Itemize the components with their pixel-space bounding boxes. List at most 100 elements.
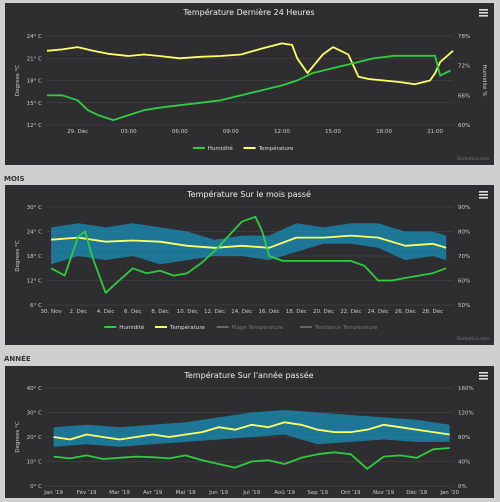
x-tick-label: 29. Déc — [67, 128, 88, 135]
hamburger-menu-icon[interactable] — [479, 191, 488, 199]
x-tick-label: Aoû '19 — [274, 489, 295, 496]
temperature-line — [46, 42, 454, 86]
x-tick-label: 12:00 — [274, 129, 290, 135]
x-tick-label: 12. Déc — [204, 308, 225, 315]
x-tick-label: 21:00 — [427, 129, 443, 135]
x-tick-label: 09:00 — [223, 129, 239, 135]
chart-panel-year: Température Sur l'année passée 0° C 10° C 2… — [5, 366, 494, 498]
y-tick-label-left: 6° C — [30, 303, 42, 309]
svg-text:Tendance Température: Tendance Température — [314, 324, 378, 331]
x-tick-label: 20. Déc — [313, 308, 334, 315]
chart-title: Température Dernière 24 Heures — [182, 7, 314, 17]
legend-item[interactable]: Température — [243, 145, 294, 152]
x-tick-label: 26. Déc — [395, 308, 416, 315]
y-tick-label-left: 30° C — [27, 411, 42, 417]
x-tick-label: 28. Déc — [422, 308, 443, 315]
humidity-line — [53, 447, 450, 470]
y-axis-label-left: Degrees °C — [15, 240, 21, 271]
y-tick-label-right: 80% — [458, 230, 470, 236]
x-tick-label: 4. Déc — [97, 308, 115, 315]
hamburger-menu-icon[interactable] — [479, 9, 488, 17]
y-tick-label-right: 0% — [458, 484, 467, 490]
x-tick-label: Oct '19 — [341, 490, 361, 496]
temperature-range-band — [51, 223, 447, 265]
y-tick-label-left: 40° C — [27, 386, 42, 392]
y-axis-label-right: Humidité % — [481, 64, 488, 96]
x-tick-label: Jan '19 — [43, 490, 63, 496]
section-label-year: ANNÉE — [4, 355, 31, 363]
x-tick-label: 06:00 — [172, 129, 188, 135]
y-tick-label-right: 40% — [458, 460, 470, 466]
svg-text:Humidité: Humidité — [119, 324, 145, 331]
x-tick-label: 03:00 — [121, 129, 137, 135]
x-tick-label: Déc '19 — [406, 489, 427, 496]
x-tick-label: 2. Déc — [70, 308, 88, 315]
x-tick-label: Fév '19 — [77, 489, 97, 496]
credit-label: Domoticz.com — [457, 156, 489, 162]
y-tick-label-right: 90% — [458, 205, 470, 211]
y-tick-label-left: 24° C — [27, 230, 42, 236]
y-tick-label-left: 21° C — [27, 56, 42, 62]
temperature-line — [51, 234, 447, 249]
svg-text:Température: Température — [258, 145, 294, 152]
x-tick-label: 6. Déc — [124, 308, 142, 315]
x-tick-label: 10. Déc — [177, 308, 198, 315]
legend-item[interactable]: Humidité — [104, 324, 145, 331]
y-tick-label-right: 80% — [458, 435, 470, 441]
y-tick-label-left: 18° C — [27, 79, 42, 85]
legend-item[interactable]: Plage Température — [216, 324, 284, 331]
y-tick-label-left: 24° C — [27, 34, 42, 40]
x-tick-label: Nov '19 — [373, 490, 394, 496]
legend-item[interactable]: Tendance Température — [299, 324, 378, 331]
y-axis-label-left: Degrees °C — [15, 421, 21, 452]
chart-year: Température Sur l'année passée 0° C 10° C 2… — [15, 370, 488, 496]
y-tick-label-right: 78% — [458, 34, 470, 40]
x-tick-label: Mai '19 — [176, 490, 196, 496]
y-tick-label-right: 160% — [458, 386, 474, 392]
hamburger-menu-icon[interactable] — [479, 372, 488, 380]
y-tick-label-left: 15° C — [27, 101, 42, 107]
chart-title: Température Sur l'année passée — [183, 370, 313, 380]
y-tick-label-left: 20° C — [27, 435, 42, 441]
chart-panel-24h: Température Dernière 24 Heures 12° C 15° C… — [5, 3, 494, 165]
legend-item[interactable]: Température — [155, 324, 205, 331]
temperature-range-band — [53, 410, 450, 447]
x-tick-label: 8. Déc — [151, 308, 169, 315]
svg-text:Température: Température — [169, 324, 205, 331]
x-tick-label: Mar '19 — [109, 490, 130, 496]
y-axis-label-left: Degrees °C — [15, 65, 21, 96]
y-tick-label-right: 60% — [458, 279, 470, 285]
credit-label: Domoticz.com — [457, 336, 489, 342]
x-tick-label: 15:00 — [325, 129, 341, 135]
temperature-line — [53, 421, 450, 441]
legend-item[interactable]: Humidité — [192, 145, 234, 152]
y-tick-label-right: 50% — [458, 303, 470, 309]
svg-text:Plage Température: Plage Température — [232, 324, 284, 331]
y-tick-label-right: 70% — [458, 254, 470, 260]
chart-24h: Température Dernière 24 Heures 12° C 15° C… — [15, 7, 489, 162]
x-tick-label: Jul '19 — [242, 490, 260, 496]
chart-title: Température Sur le mois passé — [186, 189, 311, 199]
svg-text:Humidité: Humidité — [208, 145, 234, 152]
x-tick-label: Avr '19 — [143, 490, 163, 496]
humidity-line — [47, 54, 451, 121]
x-tick-label: 30. Nov — [40, 309, 62, 315]
y-tick-label-left: 10° C — [27, 460, 42, 466]
x-tick-label: 16. Déc — [259, 308, 280, 315]
chart-month: Température Sur le mois passé 6° C 12° C 18… — [15, 189, 489, 342]
y-tick-label-right: 60% — [458, 123, 470, 129]
x-tick-label: 22. Déc — [340, 308, 361, 315]
y-tick-label-right: 120% — [458, 411, 474, 417]
y-tick-label-left: 0° C — [30, 484, 42, 490]
humidity-line — [50, 215, 447, 294]
y-tick-label-right: 66% — [458, 93, 470, 99]
y-tick-label-left: 12° C — [27, 279, 42, 285]
x-tick-label: 18. Déc — [286, 308, 307, 315]
x-tick-label: 24. Déc — [367, 308, 388, 315]
x-tick-label: 14. Déc — [231, 308, 252, 315]
y-tick-label-left: 30° C — [27, 205, 42, 211]
x-tick-label: Sep '19 — [307, 490, 328, 496]
y-tick-label-left: 18° C — [27, 254, 42, 260]
section-label-month: MOIS — [4, 175, 25, 183]
chart-panel-month: Température Sur le mois passé 6° C 12° C 18… — [5, 185, 494, 345]
